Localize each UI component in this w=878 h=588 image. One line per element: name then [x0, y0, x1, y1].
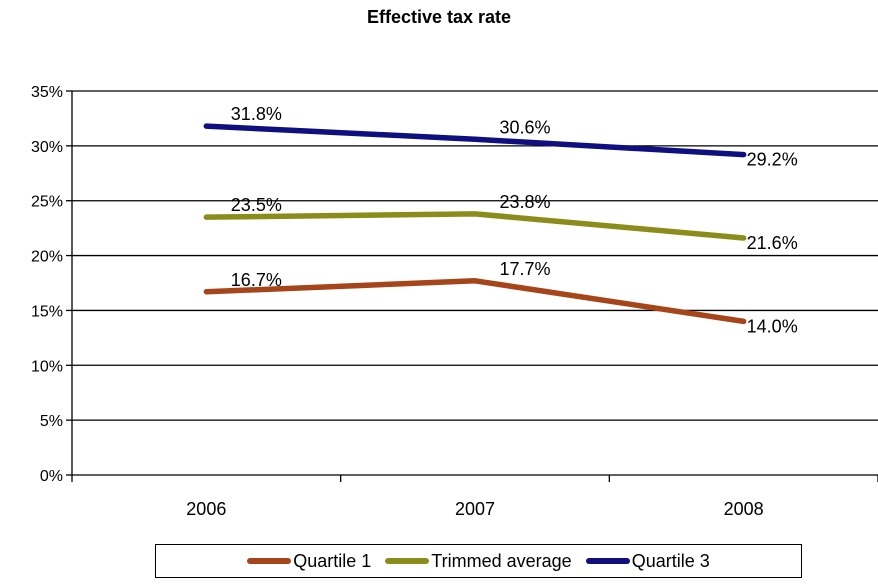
data-label: 14.0%: [747, 316, 798, 336]
y-tick-label: 35%: [31, 84, 63, 101]
data-label: 23.5%: [231, 195, 282, 215]
y-tick-label: 30%: [31, 139, 63, 156]
axes: 0% 5% 10% 15% 20% 25% 30% 35% 2006 2007 2008: [31, 84, 878, 519]
line-chart: 0% 5% 10% 15% 20% 25% 30% 35% 2006 2007 2008 16.7%…: [31, 84, 878, 519]
legend-label: Quartile 3: [631, 550, 710, 571]
legend-label: Quartile 1: [293, 550, 372, 571]
series-lines: [203, 123, 747, 325]
chart-title: Effective tax rate: [366, 7, 512, 27]
series-line: [203, 278, 747, 325]
series-line: [203, 123, 747, 158]
y-tick-label: 25%: [31, 194, 63, 211]
legend-label: Trimmed average: [431, 550, 572, 571]
y-tick-label: 20%: [31, 249, 63, 266]
data-labels: 16.7% 17.7% 14.0% 23.5% 23.8% 21.6% 31.8% 30.6%…: [231, 104, 798, 336]
data-label: 31.8%: [231, 104, 282, 124]
data-label: 16.7%: [231, 270, 282, 290]
data-label: 29.2%: [747, 150, 798, 170]
data-label: 30.6%: [499, 117, 550, 137]
data-label: 21.6%: [747, 233, 798, 253]
legend: Quartile 1 Trimmed average Quartile 3: [155, 544, 802, 578]
legend-swatch: [585, 558, 630, 564]
data-label: 23.8%: [499, 192, 550, 212]
y-tick-label: 15%: [31, 303, 63, 320]
legend-item: Trimmed average: [385, 550, 572, 572]
legend-swatch: [247, 558, 292, 564]
legend-swatch: [385, 558, 430, 564]
y-tick-label: 0%: [40, 468, 63, 485]
series-line: [203, 211, 747, 241]
x-tick-label: 2008: [724, 499, 764, 519]
data-label: 17.7%: [499, 259, 550, 279]
legend-item: Quartile 3: [585, 550, 710, 572]
gridlines: [72, 90, 878, 476]
y-tick-label: 10%: [31, 358, 63, 375]
legend-item: Quartile 1: [247, 551, 371, 572]
x-tick-label: 2006: [186, 499, 226, 519]
y-tick-label: 5%: [40, 413, 63, 430]
x-tick-label: 2007: [455, 499, 495, 519]
